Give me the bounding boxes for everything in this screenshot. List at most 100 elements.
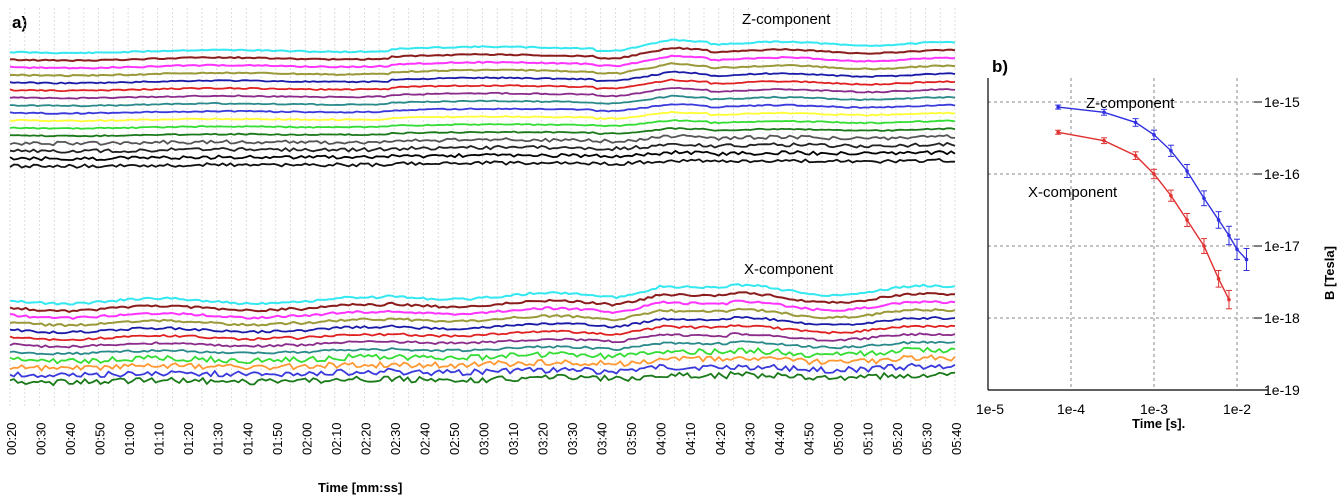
panel-b-y-axis-title: B [Tesla] [1322,246,1337,300]
x-tick-label: 00:50 [93,422,108,455]
panel-b-grid [988,78,1262,390]
panel-a-traces [9,38,956,387]
panel-b-axes [987,78,1268,391]
x-tick-label: 03:30 [565,422,580,455]
x-tick-label: 03:40 [595,422,610,455]
x-tick-label: 04:10 [683,422,698,455]
data-point [1169,149,1173,153]
data-point [1185,218,1189,222]
x-tick-label: 00:20 [4,422,19,455]
z-component-trace [9,70,956,85]
x-component-trace [9,283,956,306]
data-point [1202,244,1206,248]
data-point [1202,196,1206,201]
x-tick-label: 01:00 [122,422,137,455]
z-component-trace [9,133,956,147]
x-component-trace [9,307,956,328]
data-point [1133,120,1138,125]
x-component-trace [9,332,956,349]
panel-b-label: b) [992,57,1008,76]
x-tick-label: 00:30 [34,422,49,455]
x-tick-label: 04:30 [742,422,757,455]
x-tick-label: 03:10 [506,422,521,455]
x-tick-label: 01:20 [181,422,196,455]
data-point [1185,169,1189,173]
x-component-trace [9,370,956,387]
y-tick-label: 1e-19 [1264,382,1300,398]
panel-b-z-label: Z-component [1086,95,1175,112]
y-tick-label: 1e-15 [1264,94,1300,110]
z-component-trace [9,110,956,123]
x-tick-label: 04:40 [772,422,787,455]
data-point [1216,277,1221,281]
x-tick-label: 02:30 [388,422,403,455]
data-point [1056,130,1060,135]
x-component-trace [9,354,956,372]
x-tick-label: 04:00 [654,422,669,455]
z-component-trace [9,103,956,115]
data-point [1152,172,1156,176]
x-component-curve [1057,131,1230,300]
x-component-trace [9,346,956,365]
panel-a-x-ticks: 00:20 00:30 00:40 00:50 01:00 01:10 01:20 01:30… [4,422,964,455]
x-tick-label: 01:30 [211,422,226,455]
x-tick-label: 03:50 [624,422,639,455]
z-component-trace [9,141,956,154]
y-tick-label: 1e-16 [1264,166,1300,182]
data-point [1227,233,1231,238]
z-component-trace [9,86,956,100]
x-component-trace [9,291,955,313]
z-component-trace [9,127,956,138]
x-tick-label: 05:00 [831,422,846,455]
data-point [1227,297,1231,302]
data-point [1102,110,1106,115]
data-point [1244,257,1249,262]
x-tick-label: 00:40 [63,422,78,455]
panel-a-label: a) [12,13,27,32]
panel-b: b) 1e-5 1e-4 1e-3 1e-21e-151e-161e-171e-181… [976,57,1337,431]
panel-b-x-axis-title: Time [s]. [1132,416,1185,431]
x-tick-label: 05:10 [860,422,875,455]
x-tick-label: 02:20 [358,422,373,455]
x-component-trace [9,315,956,335]
x-tick-label: 05:20 [890,422,905,455]
x-component-trace [9,340,956,356]
x-tick-label: 1e-4 [1057,401,1085,417]
z-component-trace [9,54,955,70]
x-tick-label: 1e-5 [976,401,1004,417]
z-component-trace [9,157,956,169]
x-tick-label: 01:50 [270,422,285,455]
x-tick-label: 03:20 [536,422,551,455]
z-component-trace [9,38,956,55]
x-tick-label: 02:10 [329,422,344,455]
data-point [1169,193,1173,198]
data-point [1235,247,1239,252]
panel-a-x-axis-title: Time [mm:ss] [318,480,402,495]
x-tick-label: 05:30 [919,422,934,455]
panel-b-ticks: 1e-5 1e-4 1e-3 1e-2 1e-15 1e-16 1e-17 1e-18 1e-1… [976,94,1300,417]
x-component-label: X-component [744,261,834,278]
panel-b-series [1055,104,1250,310]
z-component-trace [10,94,956,108]
data-point [1152,133,1156,137]
x-tick-label: 05:40 [949,422,964,455]
x-tick-label: 02:00 [299,422,314,455]
x-component-trace [9,324,956,342]
z-component-trace [9,119,956,130]
x-tick-label: 1e-3 [1140,401,1168,417]
z-component-trace [9,78,956,93]
x-tick-label: 02:40 [417,422,432,455]
y-tick-label: 1e-17 [1264,238,1300,254]
data-point [1216,218,1221,222]
x-tick-label: 04:50 [801,422,816,455]
x-tick-label: 04:20 [713,422,728,455]
z-component-trace [9,149,956,162]
z-component-label: Z-component [742,11,831,28]
x-component-trace [9,299,956,320]
z-component-trace [9,46,956,63]
z-component-trace [9,62,956,78]
panel-b-x-label: X-component [1028,184,1118,201]
data-point [1056,105,1060,109]
x-tick-label: 1e-2 [1223,401,1251,417]
